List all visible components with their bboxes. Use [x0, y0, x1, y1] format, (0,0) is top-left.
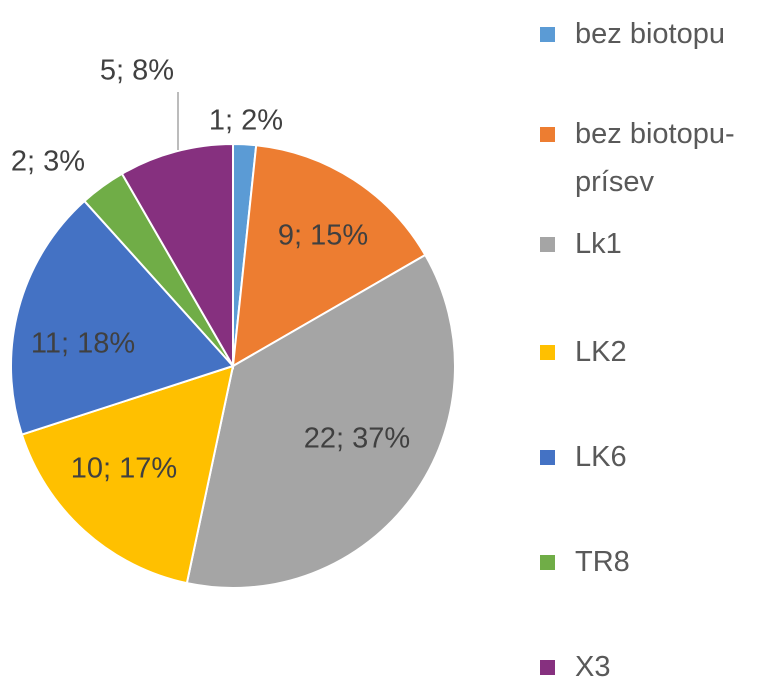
- pie-slice: [231, 144, 427, 368]
- legend-item: X3: [540, 643, 769, 691]
- data-label: 22; 37%: [304, 423, 410, 455]
- data-label: 11; 18%: [31, 328, 135, 360]
- data-label: 1; 2%: [209, 105, 283, 137]
- legend-label: bez biotopu-prísev: [575, 118, 735, 198]
- legend-item: bez biotopu: [540, 10, 769, 58]
- data-label: 5; 8%: [100, 55, 174, 87]
- legend-item: LK2: [540, 328, 769, 376]
- legend-swatch: [540, 237, 555, 252]
- data-label: 9; 15%: [278, 220, 368, 252]
- legend-label: Lk1: [575, 228, 622, 260]
- pie-slice: [120, 142, 234, 370]
- pie-slice: [185, 253, 456, 589]
- pie-slice: [10, 199, 235, 436]
- legend-swatch: [540, 555, 555, 570]
- legend-swatch: [540, 660, 555, 675]
- chart: 1; 2% 9; 15% 22; 37% 10; 17% 11; 18% 2; 3% 5; …: [10, 55, 456, 589]
- legend-item: TR8: [540, 538, 769, 586]
- legend-swatch: [540, 27, 555, 42]
- legend-item: Lk1: [540, 220, 769, 268]
- data-label: 2; 3%: [11, 146, 85, 178]
- legend-item: LK6: [540, 433, 769, 481]
- pie-slice: [20, 364, 235, 585]
- page: 1; 2% 9; 15% 22; 37% 10; 17% 11; 18% 2; 3% 5; …: [10, 10, 769, 683]
- legend-label: bez biotopu: [575, 18, 725, 50]
- legend-label: X3: [575, 651, 611, 683]
- legend-swatch: [540, 127, 555, 142]
- legend-label: LK2: [575, 336, 627, 368]
- legend-label: LK6: [575, 441, 627, 473]
- legend-swatch: [540, 450, 555, 465]
- data-label: 10; 17%: [71, 453, 177, 485]
- legend-item: bez biotopu-prísev: [540, 110, 769, 206]
- legend-swatch: [540, 345, 555, 360]
- legend-label: TR8: [575, 546, 630, 578]
